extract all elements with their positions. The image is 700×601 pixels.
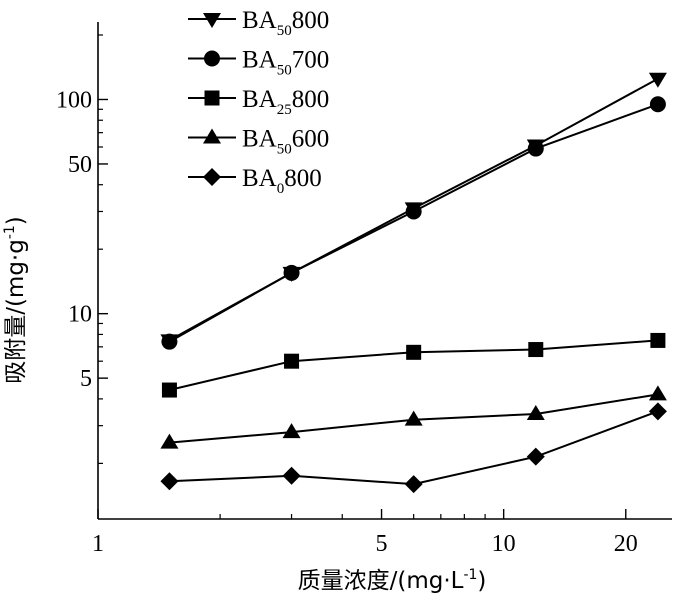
legend-label: BA25800 [242,86,329,118]
legend-item: BA25800 [188,86,329,118]
data-point-ba50-600 [526,405,545,421]
legend: BA50800 BA50700 BA25800 BA50600 BA0800 [188,7,329,197]
x-tick-label: 10 [492,531,516,557]
data-point-ba25-800 [528,342,544,358]
y-tick-label: 10 [68,302,92,328]
x-tick-label: 1 [92,531,104,557]
legend-label: BA50800 [242,7,329,39]
legend-item: BA0800 [188,165,322,197]
legend-label: BA50600 [242,126,329,158]
y-tick-label: 5 [80,366,92,392]
data-point-ba50-700 [405,203,422,220]
legend-marker [204,50,220,67]
legend-item: BA50600 [188,126,329,158]
data-point-ba25-800 [284,353,300,369]
data-point-ba50-600 [160,433,179,449]
legend-marker [204,90,220,106]
data-point-ba50-700 [649,96,666,113]
data-point-ba25-800 [161,382,177,398]
x-tick-label: 20 [614,531,638,557]
data-point-ba0-800 [526,447,545,466]
legend-marker [203,128,221,144]
data-point-ba50-700 [283,264,300,281]
y-axis-title: 吸附量/(mg·g-1) [2,216,29,384]
data-point-ba50-600 [404,410,423,426]
series-ba50-700 [161,96,666,350]
legend-marker [203,13,221,28]
legend-label: BA50700 [242,47,329,79]
legend-item: BA50700 [188,47,329,79]
axes: 1 5 10 20 5 10 50 100 [56,22,672,557]
x-axis-title: 质量浓度/(mg·L-1) [298,567,487,594]
data-point-ba50-600 [282,423,301,439]
data-point-ba0-800 [404,475,423,494]
data-point-ba25-800 [406,344,422,360]
data-point-ba0-800 [282,466,301,485]
legend-label: BA0800 [242,165,322,197]
legend-item: BA50800 [188,7,329,39]
data-point-ba0-800 [648,402,667,421]
data-point-ba0-800 [160,472,179,491]
series-ba25-800 [161,332,666,398]
series-ba0-800 [160,402,667,494]
data-point-ba50-800 [648,72,667,88]
data-point-ba50-600 [648,385,667,401]
legend-marker [203,168,221,186]
y-tick-label: 100 [56,87,92,113]
y-tick-label: 50 [68,152,92,178]
series-ba50-600 [160,385,667,449]
data-point-ba50-700 [161,333,178,350]
data-point-ba25-800 [650,332,666,348]
series-layer [160,72,667,494]
data-point-ba50-700 [527,140,544,157]
x-tick-label: 5 [376,531,388,557]
